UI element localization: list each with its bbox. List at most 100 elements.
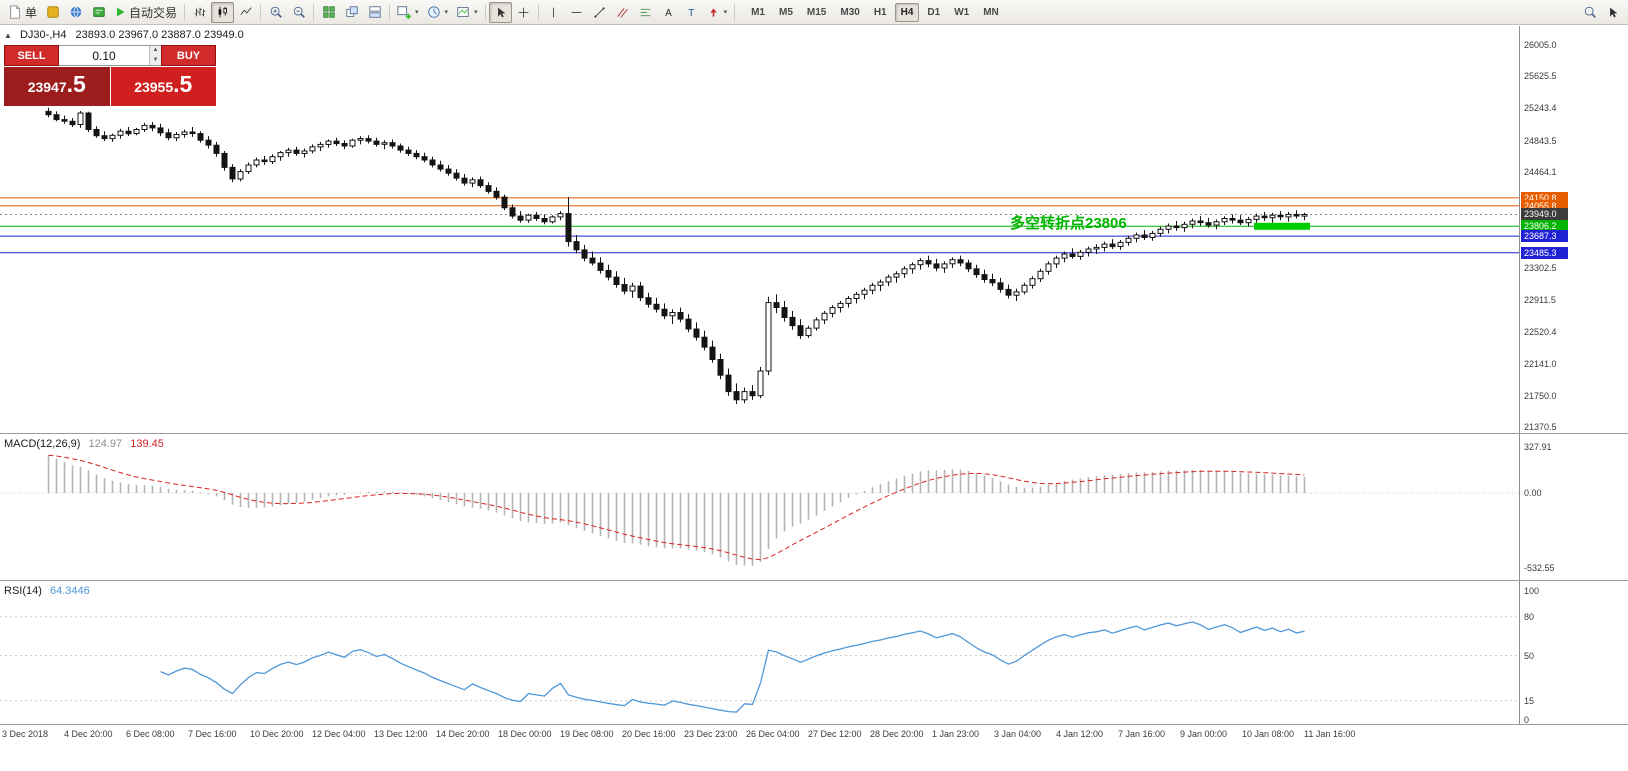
macd-signal-value: 139.45 <box>130 438 164 450</box>
timeframe-h1-button[interactable]: H1 <box>873 6 887 18</box>
macd-header: MACD(12,26,9) 124.97 139.45 <box>4 438 164 450</box>
chart-window: 26005.0 25625.5 25243.4 24843.5 24464.1 23302… <box>0 26 1628 771</box>
cursor-button[interactable] <box>488 1 512 23</box>
symbol-bar: ▲ DJ30-,H4 23893.0 23967.0 23887.0 23949… <box>4 29 244 41</box>
price-level-tag: 23687.3 <box>1521 230 1568 243</box>
svg-text:A: A <box>665 7 672 18</box>
trendline-icon <box>593 6 605 18</box>
timeframe-toolbar: M1 M5 M15 M30 H1 H4 D1 W1 MN <box>744 2 1006 22</box>
price-axis-label: 26005.0 <box>1524 40 1557 51</box>
channel-button[interactable] <box>611 2 634 23</box>
new-chart-button[interactable]: ▾ <box>393 2 423 23</box>
toolbar-separator <box>184 3 186 21</box>
zoom-in-button[interactable] <box>264 2 287 23</box>
market-watch-button[interactable] <box>64 2 87 23</box>
volume-input[interactable] <box>59 46 150 65</box>
rsi-axis-label: 50 <box>1524 650 1535 661</box>
chart-symbol-title: DJ30-,H4 <box>19 29 67 41</box>
ask-price-main: 23955 <box>134 79 174 95</box>
chart-annotation: 多空转折点23806 <box>1010 215 1127 232</box>
crosshair-icon <box>518 7 528 17</box>
bid-quote[interactable]: 23947 .5 <box>4 67 110 106</box>
timeframe-h4-button[interactable]: H4 <box>894 2 920 22</box>
new-order-button[interactable]: 单 <box>4 2 41 23</box>
timeframe-m5-button[interactable]: M5 <box>779 6 793 18</box>
tile-vertical-button[interactable] <box>363 2 386 23</box>
time-axis-label: 10 Dec 20:00 <box>250 729 304 739</box>
timeframe-m15-button[interactable]: M15 <box>806 6 827 18</box>
timeframe-mn-button[interactable]: MN <box>983 6 999 18</box>
terminal-icon <box>92 7 105 17</box>
trendline-button[interactable] <box>588 2 611 23</box>
text-icon: A <box>665 7 672 18</box>
price-level-tag: 23806.2 <box>1521 220 1568 233</box>
template-button[interactable]: ▾ <box>452 2 482 23</box>
ask-quote[interactable]: 23955 .5 <box>110 67 216 106</box>
period-button[interactable]: ▾ <box>423 2 453 23</box>
cascade-windows-button[interactable] <box>340 2 363 23</box>
timeframe-w1-button[interactable]: W1 <box>954 6 970 18</box>
metaeditor-button[interactable] <box>41 2 64 23</box>
price-axis-label: 25625.5 <box>1524 71 1557 82</box>
time-axis-label: 3 Dec 2018 <box>2 729 49 739</box>
price-axis-label: 21750.0 <box>1524 390 1557 401</box>
time-axis: 3 Dec 2018 4 Dec 20:00 6 Dec 08:00 7 Dec 16… <box>0 725 1628 745</box>
rsi-header: RSI(14) 64.3446 <box>4 585 90 597</box>
spinner-up-icon[interactable]: ▲ <box>150 46 161 56</box>
ask-price-fraction: .5 <box>173 71 193 97</box>
time-axis-label: 9 Jan 00:00 <box>1180 729 1228 739</box>
timeframe-d1-button[interactable]: D1 <box>927 6 941 18</box>
search-button[interactable] <box>1578 2 1601 23</box>
time-axis-label: 18 Dec 00:00 <box>498 729 552 739</box>
pointer-button[interactable] <box>1601 2 1624 23</box>
trade-buttons-row: SELL ▲ ▼ BUY <box>4 45 216 66</box>
timeframe-m1-button[interactable]: M1 <box>751 6 765 18</box>
rsi-axis-label: 80 <box>1524 611 1535 622</box>
zoom-out-button[interactable] <box>287 2 310 23</box>
candlestick-chart-icon <box>218 6 227 18</box>
buy-button[interactable]: BUY <box>161 45 216 66</box>
horizontal-line-button[interactable] <box>565 2 588 23</box>
rsi-pane: 100 80 50 15 0 RSI(14) 64.3446 <box>0 581 1628 725</box>
time-axis-label: 20 Dec 16:00 <box>622 729 676 739</box>
candlestick-chart-button[interactable] <box>211 1 235 23</box>
macd-chart[interactable] <box>0 434 1519 580</box>
zoom-in-icon <box>270 6 282 18</box>
rsi-axis-label: 100 <box>1524 586 1540 596</box>
rsi-axis-label: 0 <box>1524 715 1530 725</box>
price-axis-label: 21370.5 <box>1524 422 1557 433</box>
macd-axis-label: 0.00 <box>1524 487 1542 498</box>
time-axis-label: 19 Dec 08:00 <box>560 729 614 739</box>
line-chart-button[interactable] <box>234 2 257 23</box>
arrow-tools-button[interactable]: ▾ <box>703 2 732 23</box>
bid-price-fraction: .5 <box>66 71 86 97</box>
label-button[interactable]: T <box>680 2 703 23</box>
text-button[interactable]: A <box>657 2 680 23</box>
volume-spinner[interactable]: ▲ ▼ <box>149 46 161 65</box>
fibonacci-button[interactable] <box>634 2 657 23</box>
spinner-down-icon[interactable]: ▼ <box>150 55 161 65</box>
terminal-button[interactable] <box>87 2 110 23</box>
time-axis-label: 13 Dec 12:00 <box>374 729 428 739</box>
rsi-axis-label: 15 <box>1524 695 1535 706</box>
tile-windows-icon <box>322 6 335 18</box>
vertical-line-button[interactable] <box>542 2 565 23</box>
toolbar-separator <box>389 3 391 21</box>
time-axis-label: 26 Dec 04:00 <box>746 729 800 739</box>
crosshair-button[interactable] <box>512 2 535 23</box>
rsi-chart[interactable] <box>0 581 1519 724</box>
price-chart[interactable] <box>0 26 1519 433</box>
tile-windows-button[interactable] <box>317 2 340 23</box>
quote-row: 23947 .5 23955 .5 <box>4 67 216 106</box>
timeframe-m30-button[interactable]: M30 <box>840 6 860 18</box>
new-chart-icon <box>397 6 412 19</box>
price-pane: 26005.0 25625.5 25243.4 24843.5 24464.1 23302… <box>0 26 1628 434</box>
price-axis-label: 25243.4 <box>1524 102 1557 113</box>
oneclick-expander-icon[interactable]: ▲ <box>4 31 12 40</box>
sell-button[interactable]: SELL <box>4 45 59 66</box>
bar-chart-button[interactable] <box>188 2 211 23</box>
autotrading-button[interactable]: 自动交易 <box>110 2 181 23</box>
time-axis-label: 11 Jan 16:00 <box>1304 729 1356 739</box>
chart-ohlc-values: 23893.0 23967.0 23887.0 23949.0 <box>75 29 244 41</box>
new-order-label: 单 <box>25 5 38 20</box>
